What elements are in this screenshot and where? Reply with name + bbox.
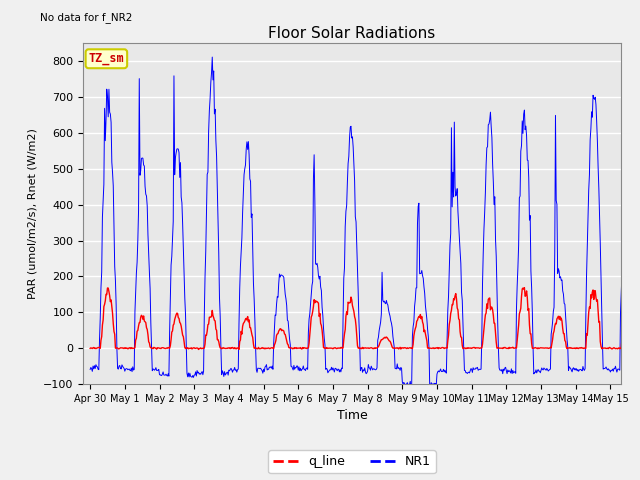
Text: No data for f_NR2: No data for f_NR2 <box>40 12 132 23</box>
Y-axis label: PAR (umol/m2/s), Rnet (W/m2): PAR (umol/m2/s), Rnet (W/m2) <box>28 128 38 299</box>
Title: Floor Solar Radiations: Floor Solar Radiations <box>268 25 436 41</box>
Legend: q_line, NR1: q_line, NR1 <box>268 450 436 473</box>
Text: TZ_sm: TZ_sm <box>88 52 124 65</box>
X-axis label: Time: Time <box>337 409 367 422</box>
